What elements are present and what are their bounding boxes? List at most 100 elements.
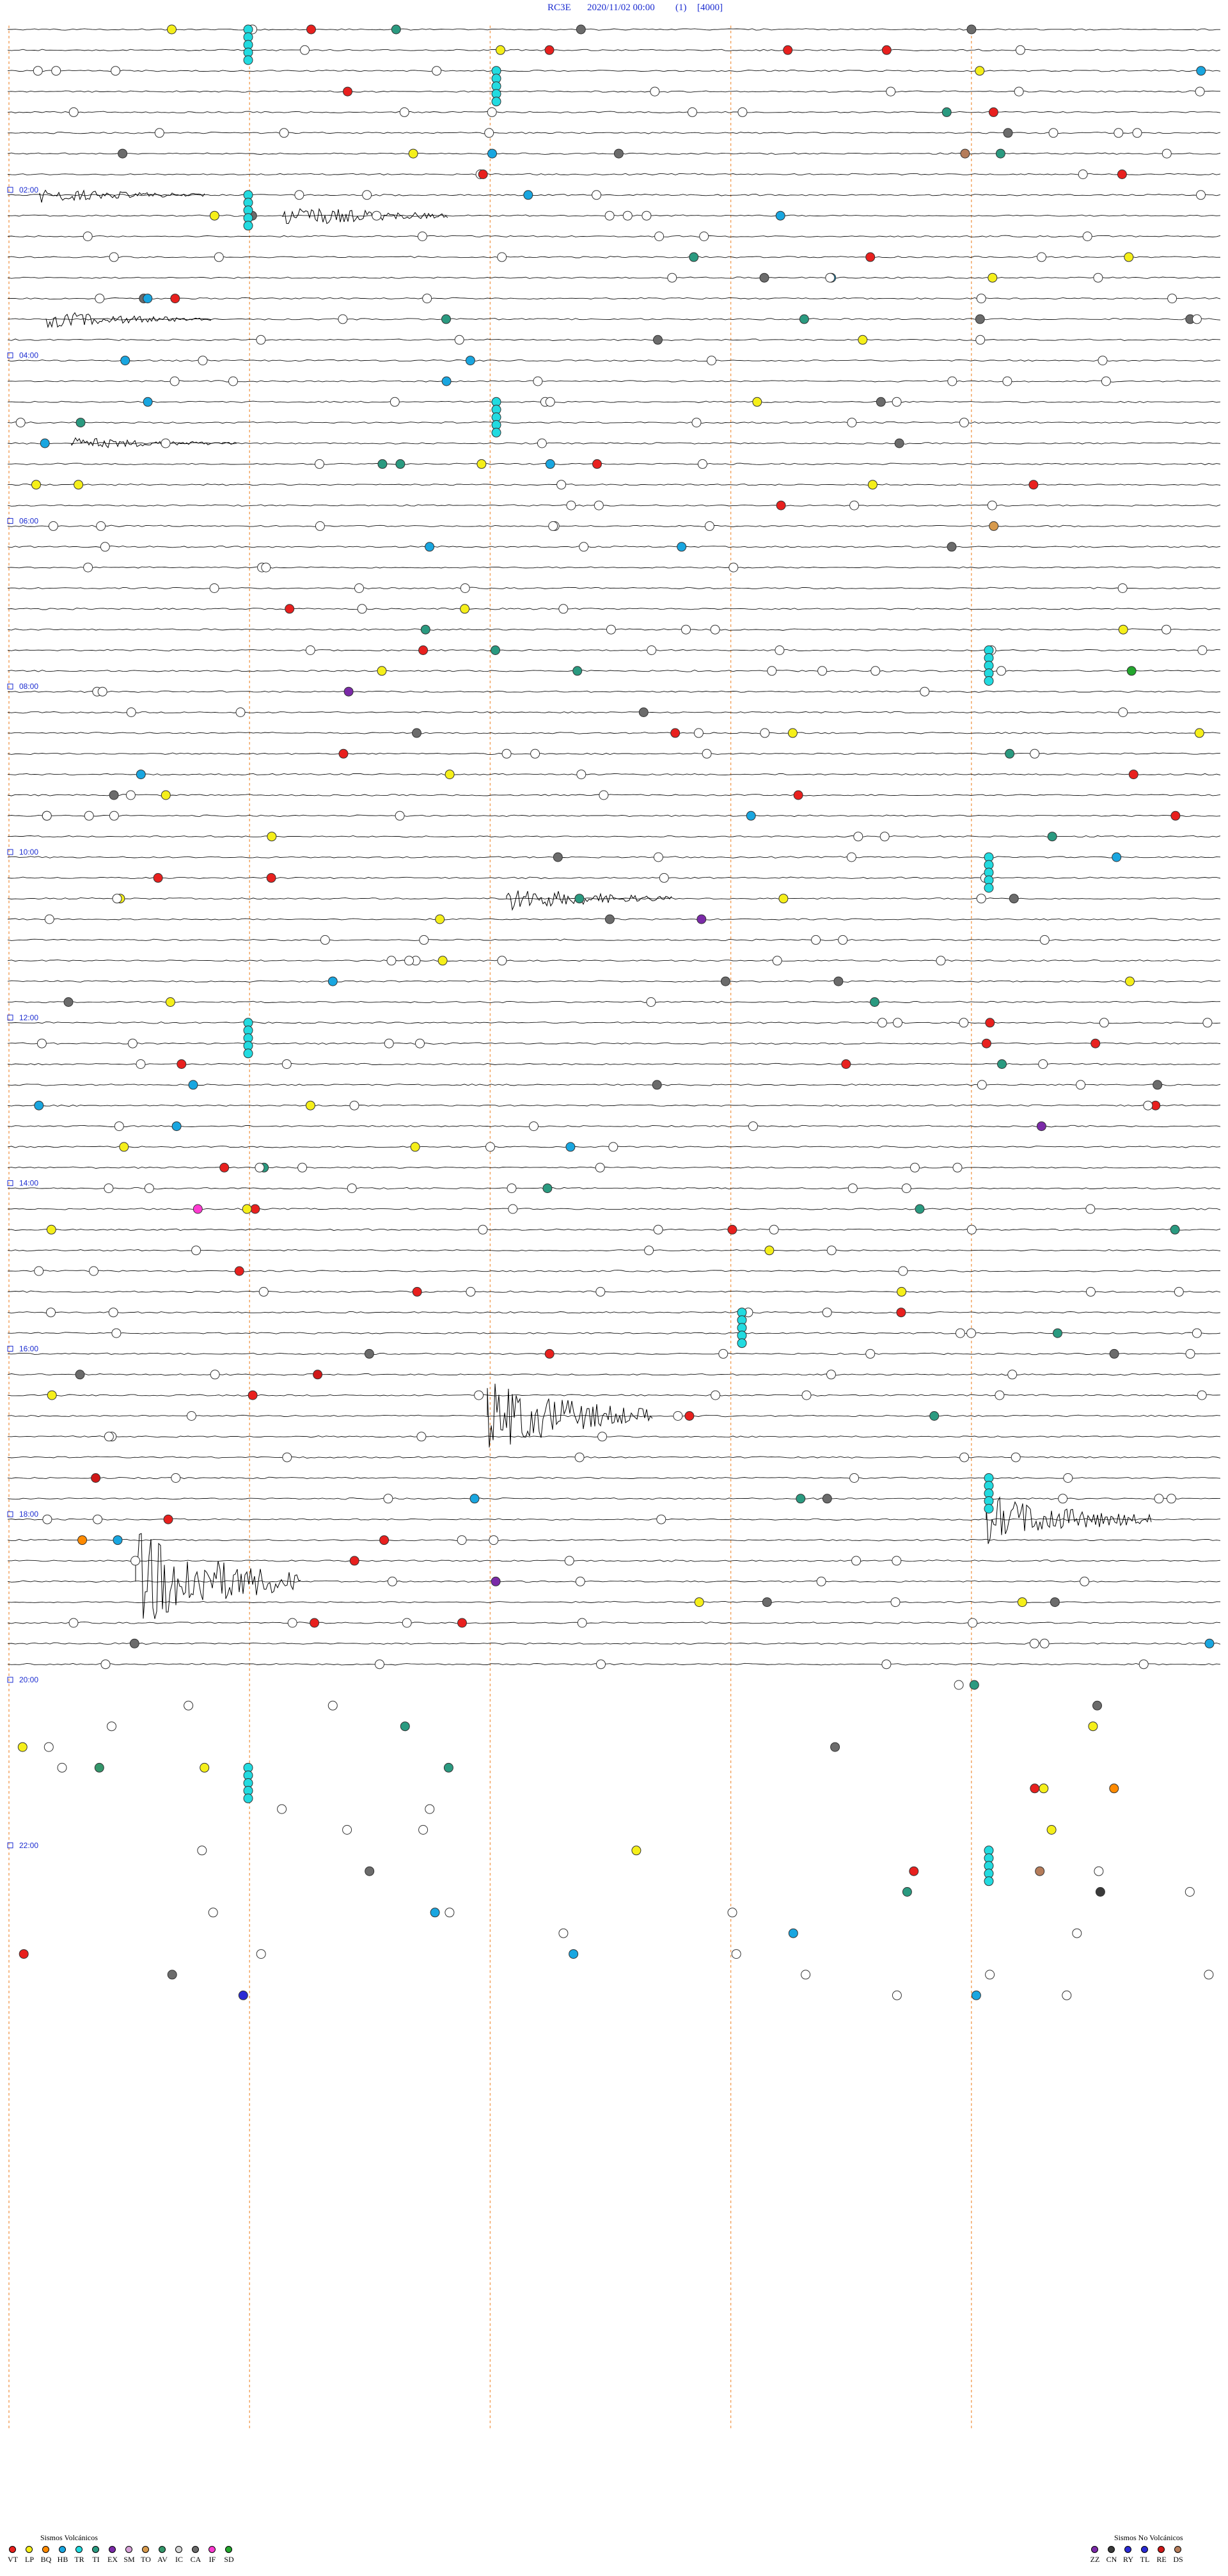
event-ic <box>954 1680 964 1690</box>
event-tr <box>243 1048 253 1059</box>
event-ic <box>89 1266 98 1276</box>
event-ic <box>1085 1204 1096 1214</box>
event-vt <box>793 790 803 800</box>
event-vt <box>985 1018 995 1028</box>
event-ic <box>564 1556 574 1566</box>
event-lp <box>1088 1721 1098 1732</box>
trace-line <box>7 318 1221 320</box>
legend-dot-icon <box>1141 2546 1148 2553</box>
event-ca <box>63 997 74 1007</box>
event-ic <box>654 232 665 241</box>
event-ic <box>300 45 310 55</box>
event-zz <box>491 1576 501 1586</box>
event-ic <box>1204 1970 1214 1980</box>
event-ic <box>104 1432 114 1442</box>
event-tr <box>243 221 253 231</box>
hour-marker <box>7 1677 13 1683</box>
event-ic <box>1011 1452 1021 1462</box>
event-ic <box>595 1162 605 1173</box>
event-vt <box>909 1866 919 1876</box>
event-ic <box>642 210 652 221</box>
event-ic <box>976 294 986 304</box>
event-lp <box>17 1742 28 1752</box>
event-vt <box>170 294 180 304</box>
event-hb <box>136 770 146 780</box>
legend-volcanic-item-tr: TR <box>72 2546 88 2569</box>
event-lp <box>209 210 219 221</box>
trace-line <box>7 814 1221 818</box>
event-zz <box>1036 1121 1046 1132</box>
event-ti <box>572 666 583 676</box>
event-ic <box>1197 645 1208 655</box>
event-ic <box>1132 128 1142 138</box>
event-ic <box>57 1762 67 1773</box>
event-ic <box>1196 190 1206 200</box>
legend-volcanic-item-ca: CA <box>188 2546 205 2569</box>
legend-dot-icon <box>175 2546 182 2553</box>
event-ti <box>902 1887 912 1897</box>
legend-dot-icon <box>1124 2546 1131 2553</box>
event-lp <box>445 770 455 780</box>
scale-label: [4000] <box>697 3 723 13</box>
event-lp <box>119 1142 129 1152</box>
event-tr <box>737 1338 747 1348</box>
trace-line <box>7 90 1221 93</box>
event-ic <box>595 1286 606 1297</box>
event-ic <box>338 314 348 324</box>
event-lp <box>1125 976 1135 986</box>
event-ic <box>34 1266 44 1276</box>
hour-marker <box>7 1345 13 1352</box>
event-ca <box>830 1742 840 1752</box>
event-ic <box>1076 1080 1086 1090</box>
legend-code: LP <box>24 2555 34 2564</box>
event-hb <box>1196 66 1206 76</box>
event-ic <box>898 1266 908 1276</box>
event-ti <box>420 624 430 635</box>
event-vt <box>727 1224 737 1235</box>
trace-line <box>7 960 1221 962</box>
event-ry <box>238 1990 248 2000</box>
event-ca <box>822 1494 832 1504</box>
event-ic <box>566 500 576 510</box>
legend-code: AV <box>157 2555 168 2564</box>
trace-line <box>7 835 1221 838</box>
event-ic <box>1038 1059 1048 1069</box>
event-lp <box>1017 1597 1027 1608</box>
trace-line <box>7 49 1221 52</box>
event-tr <box>491 427 501 438</box>
trace-line <box>7 256 1221 258</box>
event-ic <box>501 748 512 759</box>
trace-line <box>7 1000 1221 1004</box>
event-lp <box>1194 728 1204 738</box>
event-ic <box>1197 1390 1207 1400</box>
event-ti <box>1047 832 1057 842</box>
event-ic <box>977 1080 987 1090</box>
event-ic <box>349 1100 359 1110</box>
event-tr <box>984 1876 994 1886</box>
hour-marker <box>7 849 13 855</box>
chart-header: RC3E 2020/11/02 00:00 (1) [4000] <box>0 0 1228 18</box>
event-ic <box>838 935 848 945</box>
event-ic <box>315 521 325 531</box>
event-vt <box>988 107 998 117</box>
event-ic <box>109 810 119 821</box>
trace-line <box>7 1352 1221 1355</box>
event-ic <box>100 1659 111 1670</box>
event-ic <box>594 500 604 510</box>
event-hb <box>775 210 785 221</box>
hour-label: 04:00 <box>19 351 38 360</box>
event-ca <box>118 148 128 159</box>
event-vt <box>1117 170 1127 179</box>
event-lp <box>460 604 470 614</box>
event-ic <box>83 562 93 573</box>
event-ic <box>214 252 224 262</box>
hour-label: 14:00 <box>19 1179 38 1188</box>
event-ic <box>577 1618 587 1628</box>
event-ic <box>865 1348 876 1359</box>
event-ic <box>1161 624 1172 635</box>
event-tr <box>491 97 501 107</box>
event-hb <box>465 356 475 366</box>
event-vt <box>684 1411 695 1421</box>
event-lp <box>1046 1825 1057 1835</box>
event-ic <box>1063 1473 1073 1483</box>
